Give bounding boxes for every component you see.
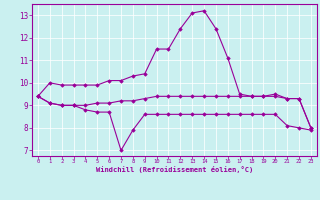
X-axis label: Windchill (Refroidissement éolien,°C): Windchill (Refroidissement éolien,°C) xyxy=(96,166,253,173)
